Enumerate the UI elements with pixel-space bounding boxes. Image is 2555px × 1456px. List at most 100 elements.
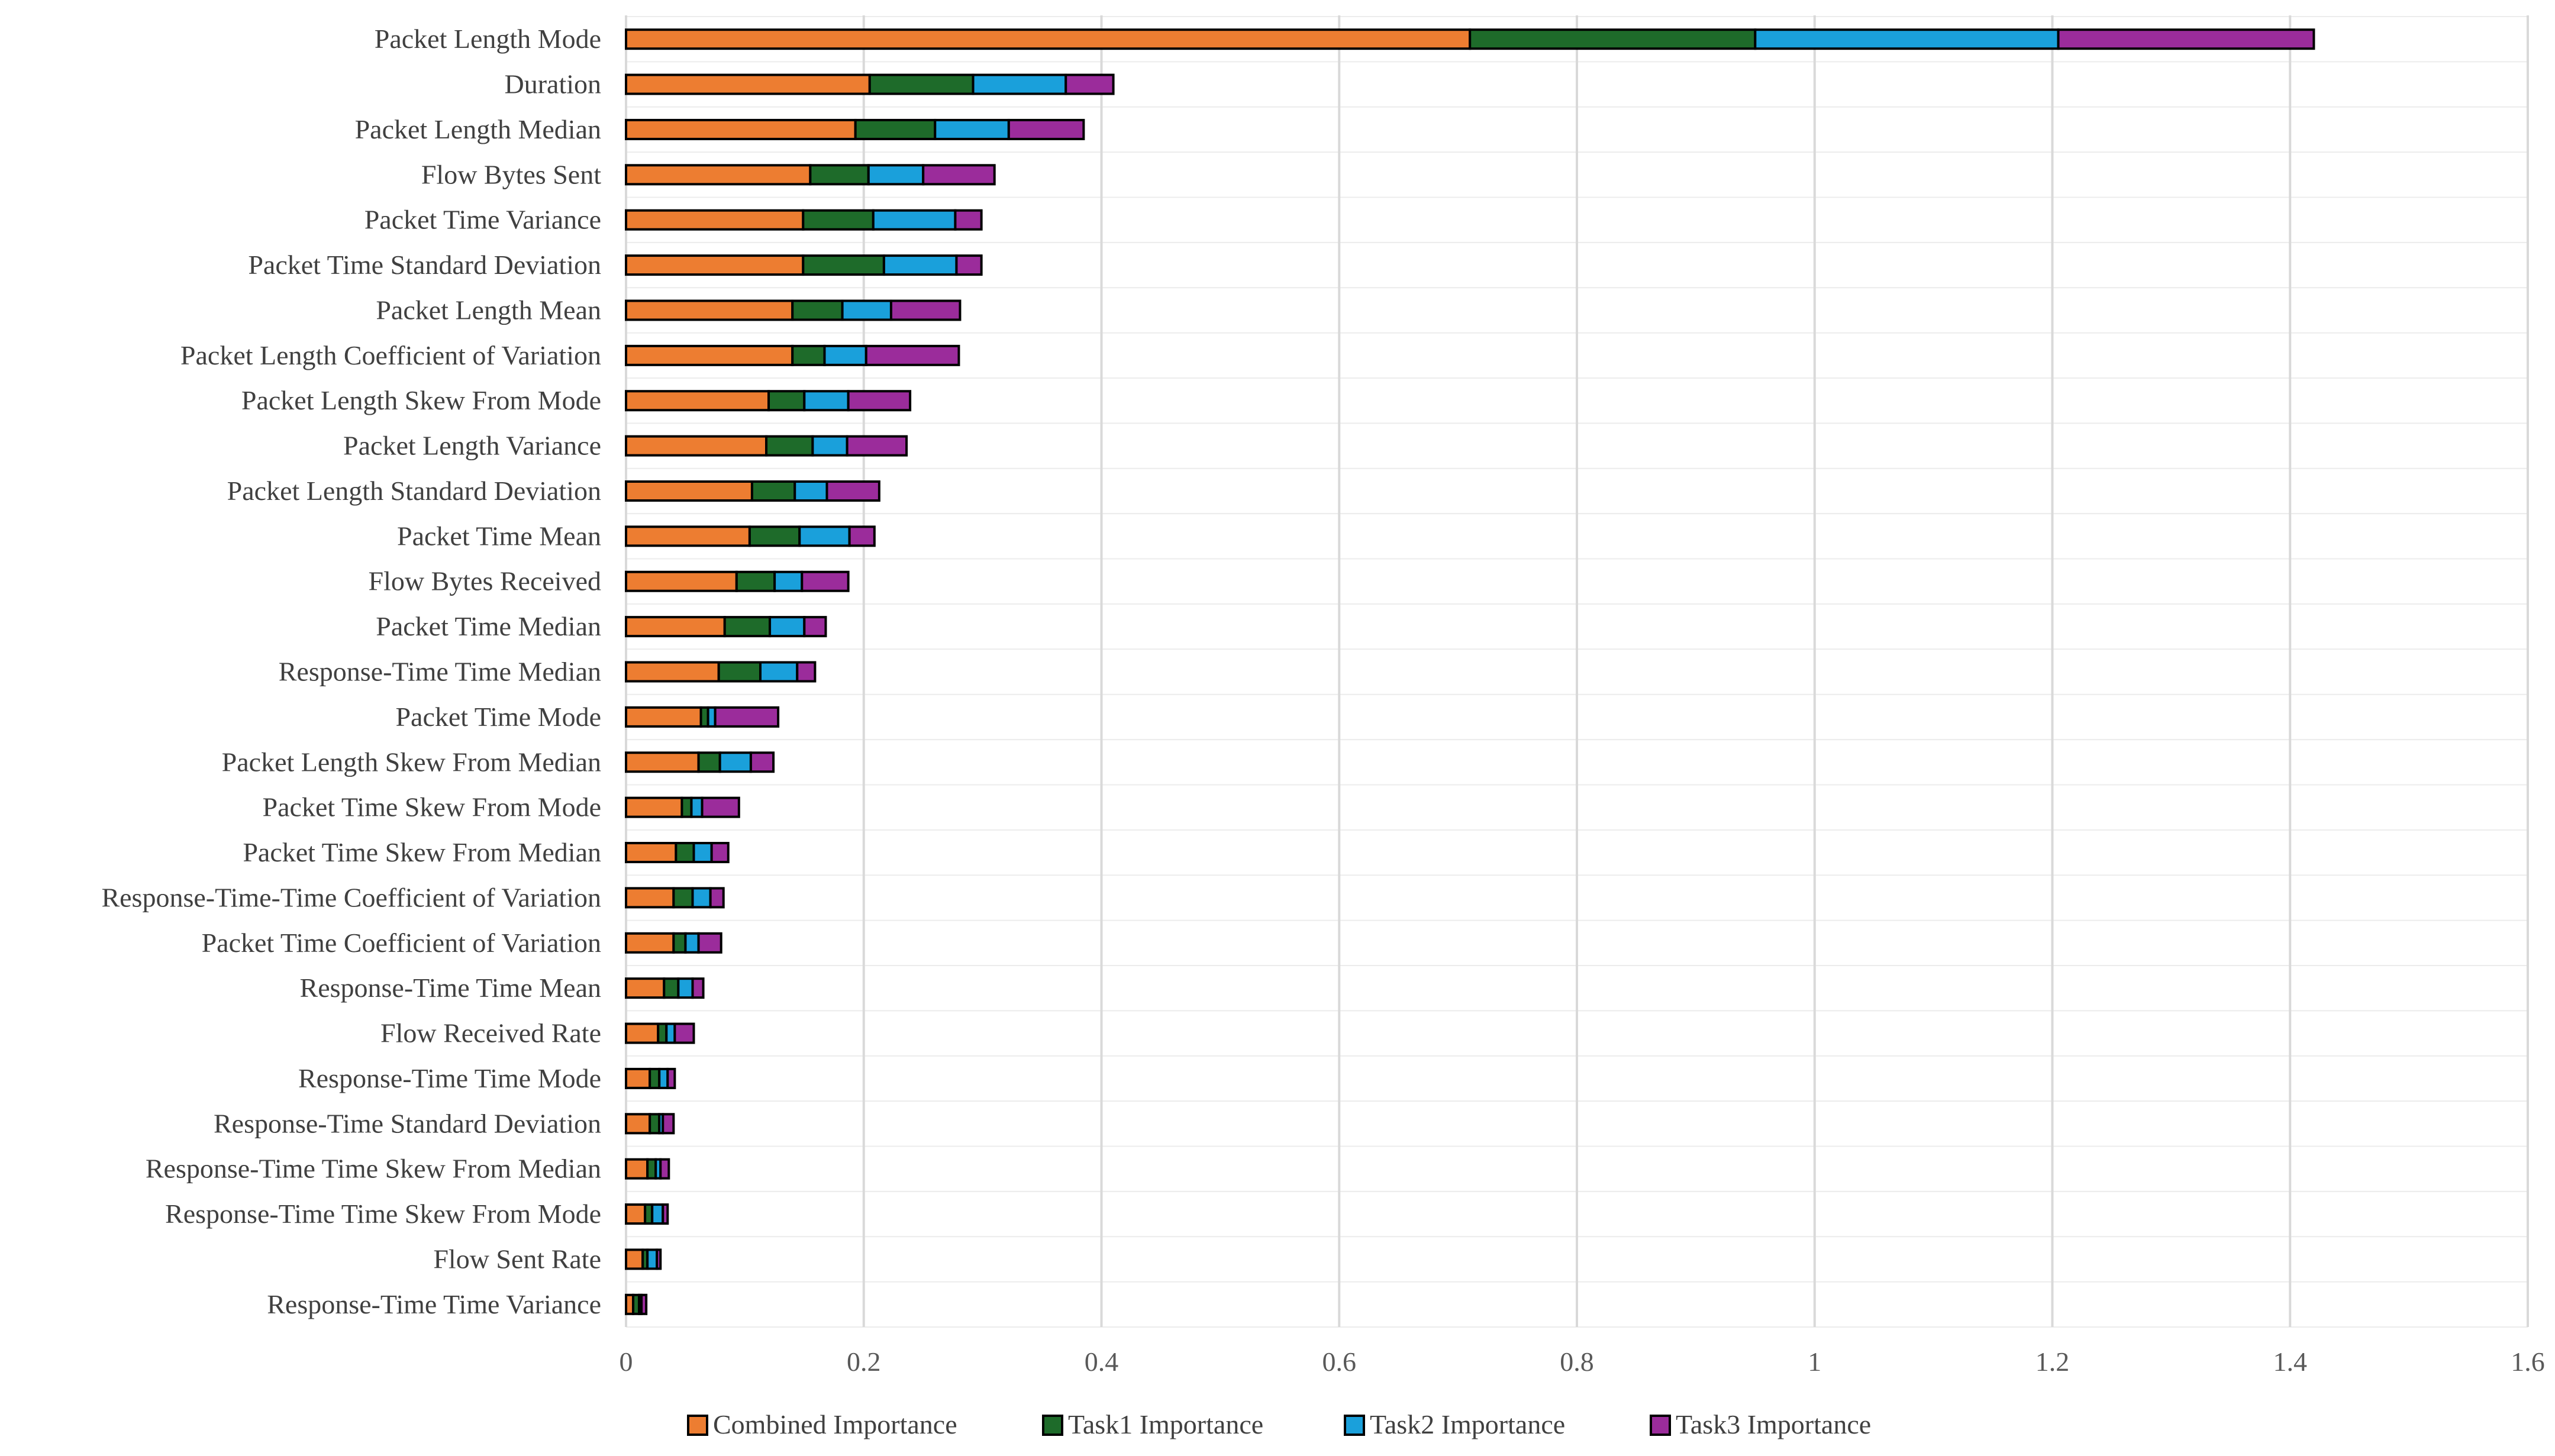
bar-task1-importance-packet-time-skew-from-median — [675, 842, 695, 864]
bar-task2-importance-response-time-time-median — [759, 661, 799, 683]
category-label-response-time-standard-deviation: Response-Time Standard Deviation — [214, 1108, 601, 1138]
category-label-response-time-time-skew-from-mode: Response-Time Time Skew From Mode — [165, 1199, 601, 1229]
x-tick-label: 1.6 — [2511, 1347, 2545, 1377]
bar-task2-importance-flow-received-rate — [665, 1022, 676, 1044]
legend-swatch-combined-importance — [687, 1415, 708, 1436]
category-label-flow-bytes-received: Flow Bytes Received — [369, 566, 602, 596]
bar-combined-importance-response-time-time-skew-from-median — [625, 1158, 649, 1180]
category-label-packet-time-mode: Packet Time Mode — [395, 702, 601, 732]
legend-swatch-task2-importance — [1344, 1415, 1365, 1436]
bar-task1-importance-packet-time-skew-from-mode — [680, 796, 693, 818]
x-axis-tick-labels: 0 0.2 0.4 0.6 0.8 1 1.2 1.4 1.6 — [620, 1347, 2545, 1377]
category-label-packet-length-mean: Packet Length Mean — [376, 295, 601, 325]
bar-task3-importance-flow-received-rate — [673, 1022, 695, 1044]
bar-task3-importance-packet-time-mode — [714, 706, 780, 728]
bar-task1-importance-flow-received-rate — [657, 1022, 668, 1044]
category-label-response-time-time-median: Response-Time Time Median — [279, 657, 601, 687]
bar-task1-importance-packet-length-standard-deviation — [750, 480, 796, 502]
legend-swatch-task1-importance — [1042, 1415, 1063, 1436]
bar-combined-importance-packet-length-mean — [625, 299, 794, 321]
bar-task2-importance-response-time-time-mode — [658, 1067, 669, 1089]
bar-task3-importance-flow-sent-rate — [656, 1248, 662, 1270]
bar-task3-importance-packet-length-standard-deviation — [825, 480, 880, 502]
category-label-response-time-time-coefficient-of-variation: Response-Time-Time Coefficient of Variat… — [101, 882, 601, 912]
bar-combined-importance-duration — [625, 73, 871, 95]
bar-task3-importance-duration — [1064, 73, 1115, 95]
bar-task1-importance-duration — [868, 73, 975, 95]
bar-task1-importance-packet-time-standard-deviation — [802, 254, 885, 276]
bar-task3-importance-response-time-time-skew-from-median — [659, 1158, 670, 1180]
bar-task3-importance-response-time-time-skew-from-mode — [662, 1203, 669, 1225]
bar-combined-importance-response-time-time-mode — [625, 1067, 651, 1089]
bar-combined-importance-flow-bytes-sent — [625, 164, 812, 186]
bar-combined-importance-packet-time-coefficient-of-variation — [625, 932, 675, 954]
bar-task1-importance-packet-length-median — [854, 118, 937, 140]
bar-combined-importance-response-time-time-skew-from-mode — [625, 1203, 647, 1225]
bar-task2-importance-packet-time-skew-from-mode — [690, 796, 704, 818]
legend-label-task1-importance: Task1 Importance — [1068, 1409, 1263, 1439]
category-label-response-time-time-mode: Response-Time Time Mode — [298, 1063, 601, 1093]
bar-combined-importance-response-time-standard-deviation — [625, 1113, 651, 1135]
bar-task3-importance-response-time-time-variance — [640, 1293, 648, 1315]
bar-task2-importance-packet-time-standard-deviation — [882, 254, 958, 276]
bar-task2-importance-response-time-time-skew-from-mode — [651, 1203, 664, 1225]
bar-task3-importance-packet-time-coefficient-of-variation — [697, 932, 722, 954]
category-label-packet-time-variance: Packet Time Variance — [364, 205, 601, 235]
category-label-flow-bytes-sent: Flow Bytes Sent — [421, 159, 601, 189]
bar-task3-importance-response-time-standard-deviation — [662, 1113, 675, 1135]
category-label-packet-length-coefficient-of-variation: Packet Length Coefficient of Variation — [180, 340, 601, 370]
category-label-packet-length-standard-deviation: Packet Length Standard Deviation — [227, 476, 601, 506]
category-label-packet-time-coefficient-of-variation: Packet Time Coefficient of Variation — [202, 928, 601, 958]
bar-task2-importance-packet-length-coefficient-of-variation — [823, 344, 867, 366]
bar-task2-importance-response-time-time-mean — [677, 977, 694, 999]
bar-task2-importance-packet-length-standard-deviation — [793, 480, 828, 502]
category-label-packet-length-median: Packet Length Median — [355, 114, 601, 144]
category-label-response-time-time-mean: Response-Time Time Mean — [300, 973, 601, 1003]
bar-task1-importance-packet-time-variance — [802, 209, 875, 231]
category-label-packet-time-skew-from-median: Packet Time Skew From Median — [243, 837, 601, 867]
category-label-flow-received-rate: Flow Received Rate — [380, 1018, 601, 1048]
category-label-packet-time-mean: Packet Time Mean — [397, 521, 601, 551]
bar-combined-importance-packet-time-skew-from-mode — [625, 796, 683, 818]
bar-task1-importance-response-time-standard-deviation — [649, 1113, 661, 1135]
bar-task3-importance-response-time-time-median — [796, 661, 817, 683]
category-label-packet-length-skew-from-median: Packet Length Skew From Median — [222, 747, 601, 777]
bar-task3-importance-flow-bytes-sent — [922, 164, 996, 186]
category-labels: Packet Length Mode Duration Packet Length … — [101, 24, 601, 1319]
bar-task1-importance-packet-length-skew-from-mode — [767, 390, 806, 412]
bar-combined-importance-packet-time-median — [625, 616, 726, 638]
category-label-flow-sent-rate: Flow Sent Rate — [433, 1244, 601, 1274]
bar-task1-importance-response-time-time-mean — [663, 977, 680, 999]
category-label-packet-length-variance: Packet Length Variance — [343, 431, 601, 461]
bar-task1-importance-packet-length-skew-from-median — [697, 751, 721, 773]
bar-combined-importance-flow-received-rate — [625, 1022, 660, 1044]
bar-task3-importance-packet-length-mean — [889, 299, 962, 321]
bar-combined-importance-response-time-time-mean — [625, 977, 666, 999]
category-label-packet-time-standard-deviation: Packet Time Standard Deviation — [248, 250, 601, 280]
bars — [625, 28, 2315, 1315]
bar-task3-importance-packet-length-skew-from-mode — [847, 390, 912, 412]
bar-combined-importance-packet-length-variance — [625, 435, 768, 457]
category-label-packet-length-skew-from-mode: Packet Length Skew From Mode — [241, 385, 601, 415]
bar-task2-importance-packet-length-variance — [811, 435, 849, 457]
bar-task1-importance-packet-length-mode — [1469, 28, 1757, 50]
bar-task3-importance-packet-time-median — [803, 616, 827, 638]
bar-task3-importance-packet-time-variance — [954, 209, 983, 231]
bar-task2-importance-packet-length-mean — [841, 299, 892, 321]
bar-task2-importance-packet-time-mean — [798, 525, 851, 547]
bar-task2-importance-packet-time-variance — [872, 209, 957, 231]
bar-task2-importance-packet-time-median — [769, 616, 806, 638]
bar-task1-importance-flow-bytes-sent — [809, 164, 870, 186]
bar-task3-importance-packet-time-standard-deviation — [955, 254, 983, 276]
bar-task3-importance-packet-length-coefficient-of-variation — [864, 344, 960, 366]
bar-combined-importance-response-time-time-coefficient-of-variation — [625, 887, 675, 909]
legend-label-combined-importance: Combined Importance — [713, 1409, 957, 1439]
bar-task2-importance-duration — [972, 73, 1067, 95]
bar-combined-importance-flow-bytes-received — [625, 570, 738, 592]
bar-task2-importance-packet-length-skew-from-median — [718, 751, 752, 773]
bar-combined-importance-flow-sent-rate — [625, 1248, 644, 1270]
bar-combined-importance-packet-length-standard-deviation — [625, 480, 753, 502]
legend-swatch-task3-importance — [1650, 1415, 1671, 1436]
legend: Combined Importance Task1 Importance Task2… — [687, 1409, 1871, 1439]
